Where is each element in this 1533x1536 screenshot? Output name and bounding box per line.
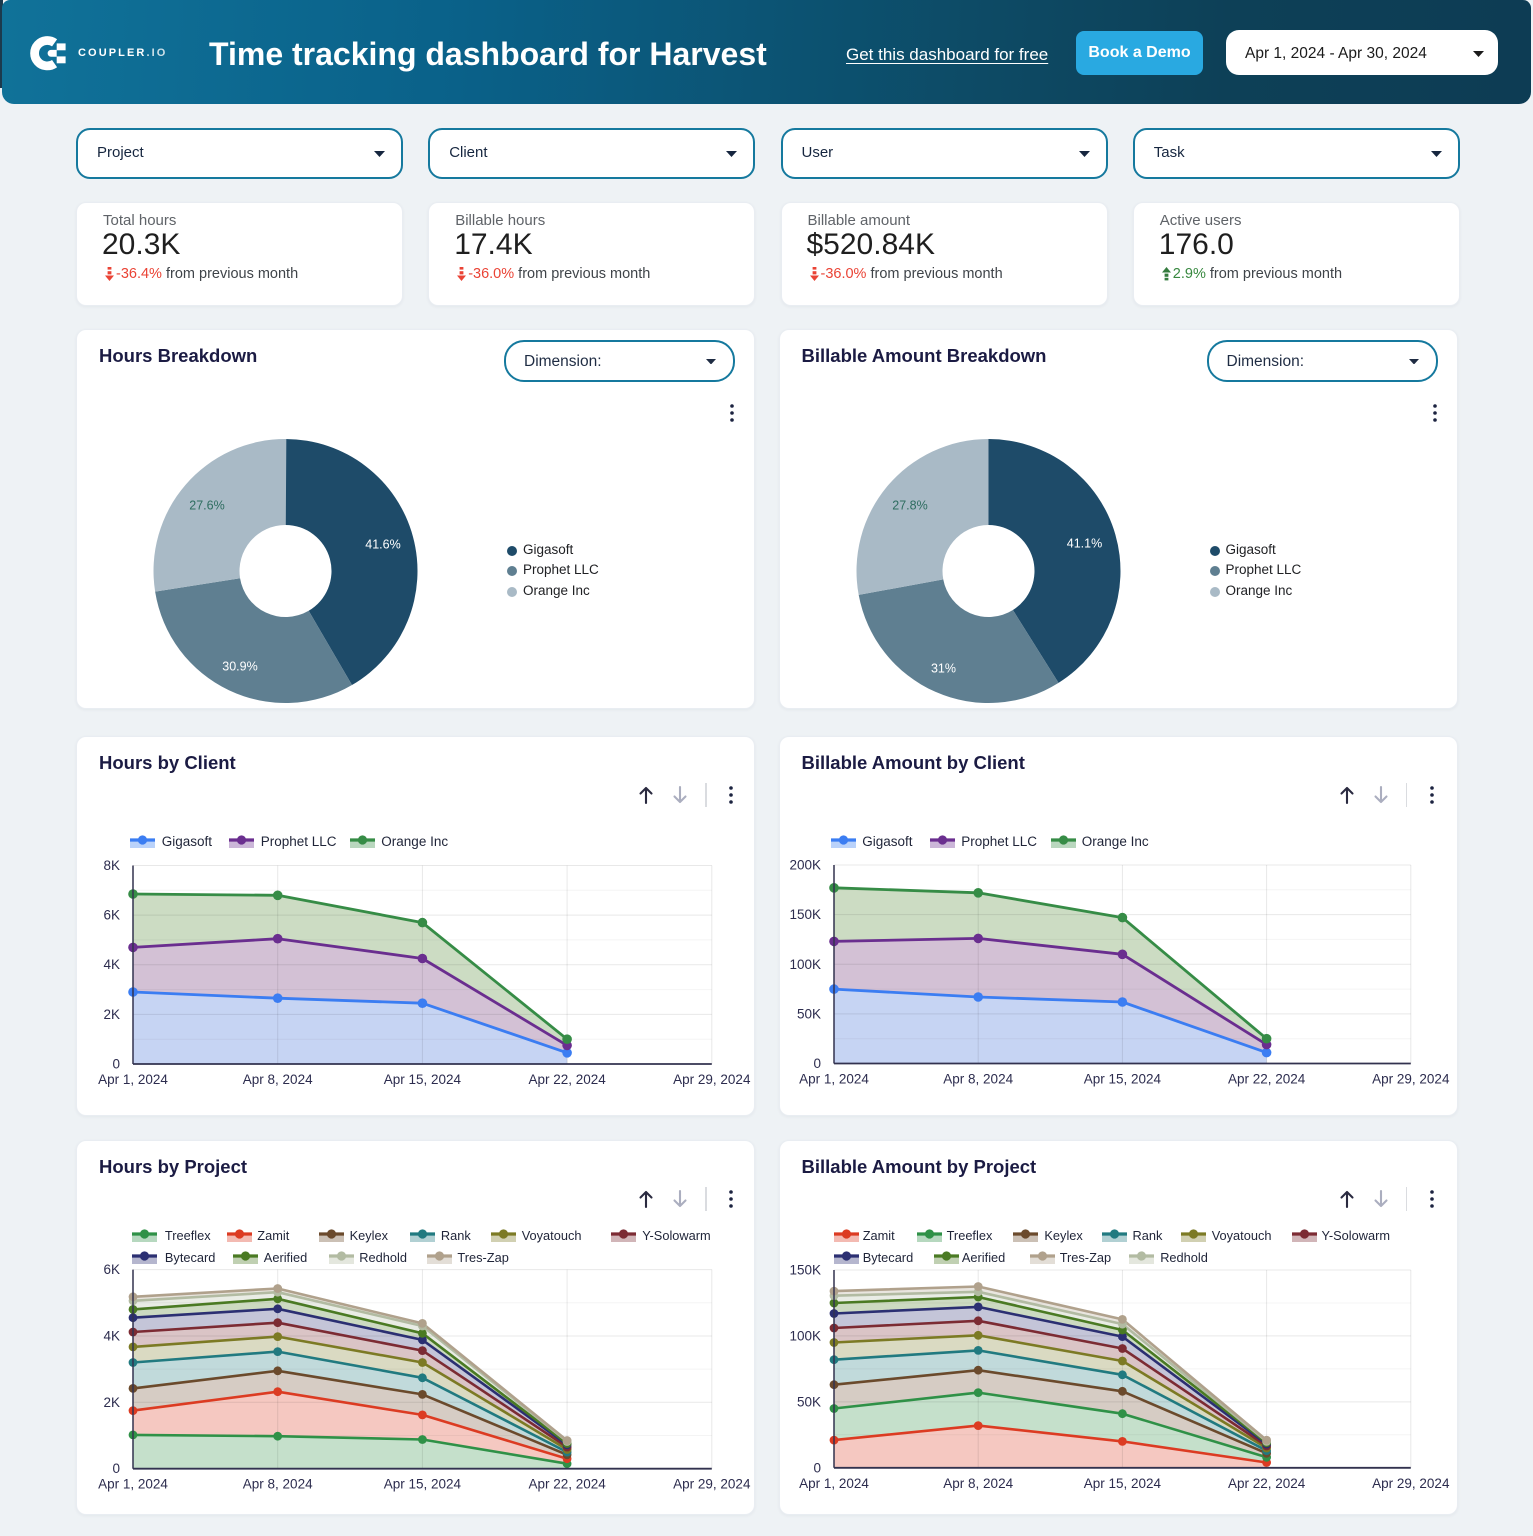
svg-text:Apr 29, 2024: Apr 29, 2024 bbox=[1372, 1476, 1450, 1491]
svg-text:150K: 150K bbox=[789, 1263, 821, 1278]
svg-text:Apr 29, 2024: Apr 29, 2024 bbox=[673, 1072, 751, 1087]
svg-text:4K: 4K bbox=[103, 957, 120, 972]
svg-text:Apr 15, 2024: Apr 15, 2024 bbox=[1083, 1476, 1161, 1491]
svg-text:100K: 100K bbox=[789, 957, 821, 972]
svg-text:0: 0 bbox=[813, 1056, 821, 1071]
svg-text:Apr 15, 2024: Apr 15, 2024 bbox=[384, 1072, 462, 1087]
svg-text:30.9%: 30.9% bbox=[222, 660, 257, 674]
svg-text:Apr 1, 2024: Apr 1, 2024 bbox=[98, 1072, 168, 1087]
svg-text:200K: 200K bbox=[789, 858, 821, 873]
svg-text:Apr 29, 2024: Apr 29, 2024 bbox=[673, 1477, 751, 1492]
svg-text:6K: 6K bbox=[103, 908, 120, 923]
svg-text:Apr 1, 2024: Apr 1, 2024 bbox=[799, 1476, 869, 1491]
svg-text:50K: 50K bbox=[796, 1394, 820, 1409]
svg-text:27.8%: 27.8% bbox=[892, 499, 927, 513]
svg-text:Apr 15, 2024: Apr 15, 2024 bbox=[1083, 1072, 1161, 1087]
svg-text:41.6%: 41.6% bbox=[365, 538, 400, 552]
svg-text:Apr 1, 2024: Apr 1, 2024 bbox=[98, 1477, 168, 1492]
svg-text:41.1%: 41.1% bbox=[1066, 537, 1101, 551]
svg-text:Apr 15, 2024: Apr 15, 2024 bbox=[384, 1477, 462, 1492]
svg-text:4K: 4K bbox=[103, 1329, 120, 1344]
svg-text:31%: 31% bbox=[930, 662, 955, 676]
svg-text:Apr 22, 2024: Apr 22, 2024 bbox=[528, 1072, 606, 1087]
svg-text:2K: 2K bbox=[103, 1395, 120, 1410]
svg-text:Apr 8, 2024: Apr 8, 2024 bbox=[243, 1072, 313, 1087]
svg-text:2K: 2K bbox=[103, 1007, 120, 1022]
svg-text:Apr 29, 2024: Apr 29, 2024 bbox=[1372, 1072, 1450, 1087]
svg-text:50K: 50K bbox=[796, 1006, 820, 1021]
svg-text:0: 0 bbox=[112, 1461, 120, 1476]
svg-text:Apr 8, 2024: Apr 8, 2024 bbox=[243, 1477, 313, 1492]
svg-text:0: 0 bbox=[813, 1460, 821, 1475]
svg-text:6K: 6K bbox=[103, 1262, 120, 1277]
svg-text:Apr 8, 2024: Apr 8, 2024 bbox=[943, 1072, 1013, 1087]
svg-text:Apr 1, 2024: Apr 1, 2024 bbox=[799, 1072, 869, 1087]
svg-text:Apr 8, 2024: Apr 8, 2024 bbox=[943, 1476, 1013, 1491]
svg-text:Apr 22, 2024: Apr 22, 2024 bbox=[1227, 1476, 1305, 1491]
svg-text:Apr 22, 2024: Apr 22, 2024 bbox=[1227, 1072, 1305, 1087]
svg-text:100K: 100K bbox=[789, 1328, 821, 1343]
svg-text:0: 0 bbox=[112, 1057, 120, 1072]
svg-text:27.6%: 27.6% bbox=[189, 499, 224, 513]
svg-text:8K: 8K bbox=[103, 858, 120, 873]
svg-text:150K: 150K bbox=[789, 907, 821, 922]
svg-text:Apr 22, 2024: Apr 22, 2024 bbox=[528, 1477, 606, 1492]
